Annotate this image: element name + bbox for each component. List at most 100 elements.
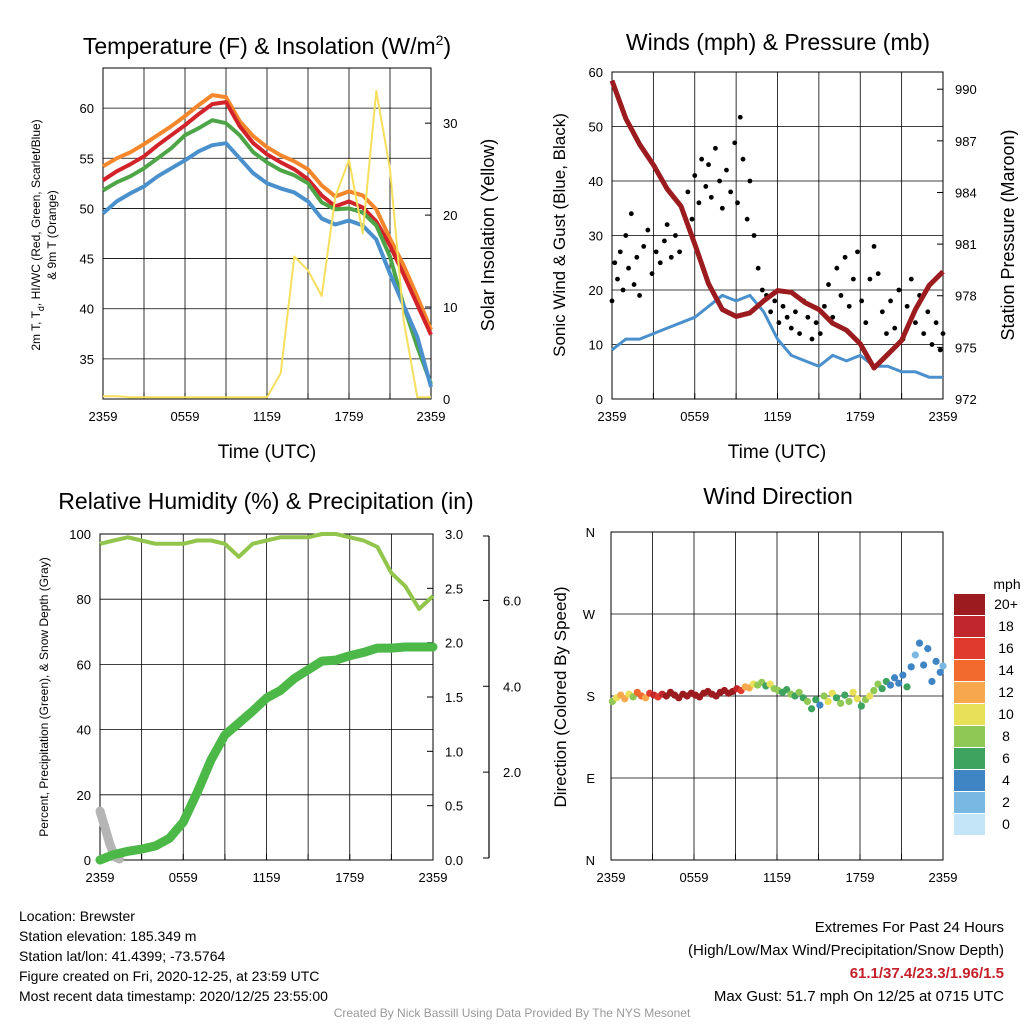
dir-ytick-label: N xyxy=(586,853,595,868)
legend-label: 0 xyxy=(1002,816,1010,832)
wind-gust-point xyxy=(685,189,691,195)
dir-point xyxy=(928,677,936,686)
wind-gust-point xyxy=(913,320,918,326)
legend-label: 2 xyxy=(1002,794,1010,810)
extremes-heading: Extremes For Past 24 Hours xyxy=(814,919,1004,936)
wind-gust-point xyxy=(673,233,678,238)
wind-gust-point xyxy=(793,309,798,315)
wind-ytick-label: 30 xyxy=(589,229,603,244)
legend-label: 6 xyxy=(1002,750,1010,766)
legend-swatch xyxy=(954,726,985,747)
legend-swatch xyxy=(954,704,985,725)
dir-point xyxy=(911,651,919,659)
rh-ytick-label: 80 xyxy=(77,592,91,607)
direction-ylabel: Direction (Colored By Speed) xyxy=(551,586,570,807)
winds-plot: 0 10 20 30 40 50 60 972 975 978 981 984 987 990 2359 05… xyxy=(589,65,977,424)
wind-gust-point xyxy=(867,276,873,282)
legend-swatch xyxy=(954,616,985,637)
rh-y2tick-label: 3.0 xyxy=(445,527,463,542)
temperature-xlabel: Time (UTC) xyxy=(218,442,317,463)
wind-gust-point xyxy=(719,205,725,211)
dir-point xyxy=(849,688,857,696)
wind-gust-point xyxy=(668,254,674,260)
wind-gust-point xyxy=(713,145,718,151)
temperature-plot: 35 40 45 50 55 60 0 10 20 30 2359 0559 1159 1759 2359 xyxy=(80,67,457,424)
wind-xtick-label: 1759 xyxy=(846,409,875,424)
temp-xtick-label: 2359 xyxy=(417,409,446,424)
temp-xtick-label: 1159 xyxy=(253,409,281,424)
dir-point xyxy=(899,671,907,679)
wind-xtick-label: 0559 xyxy=(680,409,709,424)
rh-xtick-label: 2359 xyxy=(419,870,448,885)
temperature-chart-title: Temperature (F) & Insolation (W/m2) xyxy=(83,32,451,59)
temperature-ylabel-line2: & 9m T (Orange) xyxy=(45,190,59,280)
location-text: Location: Brewster xyxy=(19,908,135,924)
rh-line xyxy=(99,532,435,611)
latlon-text: Station lat/lon: 41.4399; -73.5764 xyxy=(19,948,226,964)
legend-swatch xyxy=(954,594,985,615)
snow-ytick-label: 6.0 xyxy=(503,593,521,608)
wind-gust-point xyxy=(664,222,670,228)
legend-label: 10 xyxy=(998,706,1014,722)
wind-gust-point xyxy=(617,249,623,255)
temp-series-3 xyxy=(101,141,433,388)
legend-label: 4 xyxy=(1002,772,1010,788)
wind-gust-point xyxy=(657,260,663,266)
dir-point xyxy=(866,692,874,700)
wind-ytick-label: 50 xyxy=(589,120,603,135)
wind-gust-point xyxy=(649,271,655,277)
wind-gust-point xyxy=(805,314,811,320)
wind-gust-point xyxy=(708,194,714,200)
pressure-line xyxy=(609,79,945,371)
rh-ytick-label: 0 xyxy=(84,853,91,868)
wind-y2tick-label: 978 xyxy=(955,289,977,304)
winds-xlabel: Time (UTC) xyxy=(728,442,827,463)
temp-y2tick-label: 30 xyxy=(443,116,457,131)
dir-point xyxy=(820,692,828,700)
dir-ytick-label: N xyxy=(586,525,595,540)
wind-gust-point xyxy=(838,293,844,298)
legend-swatch xyxy=(954,638,985,659)
rh-xtick-label: 1159 xyxy=(253,870,281,885)
dir-point xyxy=(783,686,791,694)
wind-gust-point xyxy=(855,249,860,255)
legend-swatch xyxy=(954,682,985,703)
dir-point xyxy=(915,639,924,647)
wind-gust-point xyxy=(677,249,682,255)
wind-ytick-label: 60 xyxy=(589,65,603,80)
wind-gust-point xyxy=(940,331,946,336)
rh-ytick-label: 40 xyxy=(77,723,91,738)
wind-gust-point xyxy=(692,173,698,178)
humidity-chart-title: Relative Humidity (%) & Precipitation (i… xyxy=(58,488,473,514)
wind-gust-point xyxy=(703,184,709,189)
wind-gust-point xyxy=(634,254,640,260)
temp-ytick-label: 45 xyxy=(80,252,94,267)
legend-label: 12 xyxy=(998,684,1014,700)
dir-point xyxy=(629,693,637,701)
wind-gust-point xyxy=(689,216,695,222)
rh-xtick-label: 1759 xyxy=(335,870,364,885)
wind-y2tick-label: 975 xyxy=(955,340,977,355)
recent-text: Most recent data timestamp: 2020/12/25 2… xyxy=(19,988,328,1004)
wind-gust-point xyxy=(662,238,667,244)
rh-ytick-label: 20 xyxy=(77,788,91,803)
dir-point xyxy=(890,674,899,682)
dir-point xyxy=(845,697,853,706)
wind-gust-point xyxy=(784,314,790,320)
dir-point xyxy=(895,679,903,687)
temp-xtick-label: 0559 xyxy=(171,409,200,424)
elevation-text: Station elevation: 185.349 m xyxy=(19,928,197,944)
wind-gust-point xyxy=(626,265,631,271)
wind-gust-point xyxy=(615,276,620,282)
temp-ytick-label: 40 xyxy=(80,302,94,317)
dir-point xyxy=(841,691,849,699)
legend-label: 18 xyxy=(998,618,1014,634)
dir-point xyxy=(878,685,886,693)
extremes-info: Extremes For Past 24 Hours (High/Low/Max… xyxy=(688,916,1004,1008)
legend-swatch xyxy=(954,814,985,835)
rh-xtick-label: 0559 xyxy=(169,870,198,885)
legend-swatch xyxy=(954,792,985,813)
wind-y2tick-label: 984 xyxy=(955,185,977,200)
humidity-ylabel: Percent, Precipitation (Green), & Snow D… xyxy=(37,557,51,836)
